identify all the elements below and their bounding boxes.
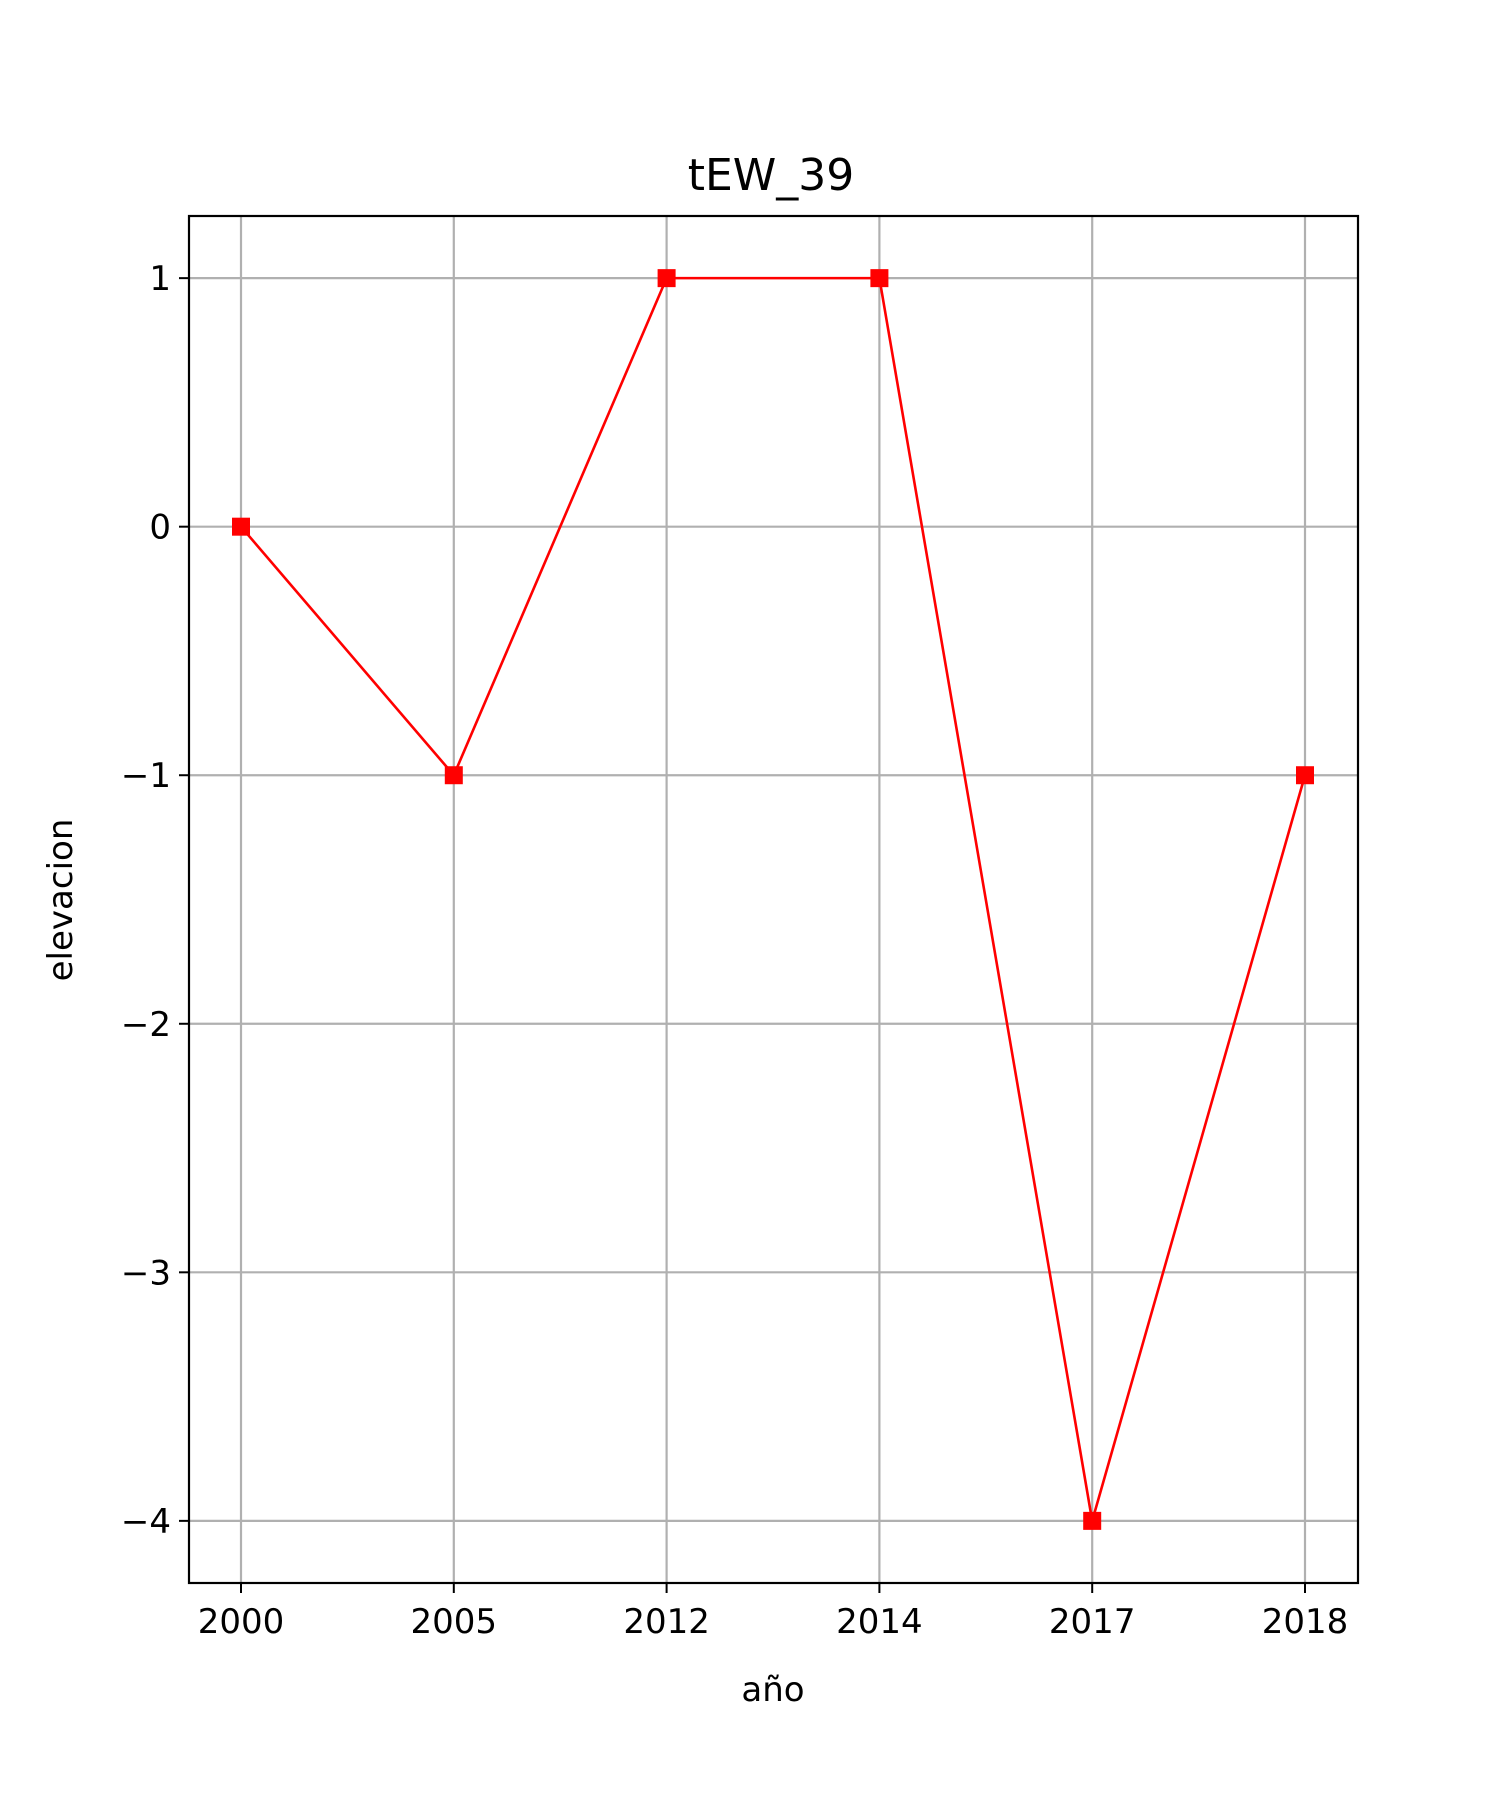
data-point <box>870 269 889 288</box>
x-tick-label: 2012 <box>623 1602 710 1642</box>
x-tick-label: 2000 <box>198 1602 285 1642</box>
series-layer <box>232 269 1314 1530</box>
y-tick-label: 0 <box>149 508 171 548</box>
data-point <box>232 517 250 536</box>
x-tick-label: 2005 <box>411 1602 498 1642</box>
grid <box>189 216 1358 1583</box>
data-point <box>444 766 463 785</box>
y-axis-label: elevacion <box>41 819 81 982</box>
x-tick-label: 2014 <box>836 1602 923 1642</box>
data-point <box>657 269 676 288</box>
x-tick-label: 2017 <box>1049 1602 1136 1642</box>
x-axis-label: año <box>741 1670 804 1710</box>
plot-frame <box>187 214 1360 1585</box>
y-axis: 1 0 −1 −2 −3 −4 <box>121 259 189 1542</box>
x-tick-label: 2018 <box>1262 1602 1349 1642</box>
y-tick-label: 1 <box>149 259 171 299</box>
x-axis: 2000 2005 2012 2014 2017 2018 <box>198 1583 1349 1642</box>
y-tick-label: −2 <box>121 1005 171 1045</box>
series-line <box>240 276 1307 1522</box>
data-point <box>1083 1511 1102 1530</box>
y-tick-label: −3 <box>121 1253 171 1293</box>
y-tick-label: −4 <box>121 1502 171 1542</box>
y-tick-label: −1 <box>121 756 171 796</box>
data-point <box>1296 766 1314 785</box>
chart-title: tEW_39 <box>688 150 855 201</box>
